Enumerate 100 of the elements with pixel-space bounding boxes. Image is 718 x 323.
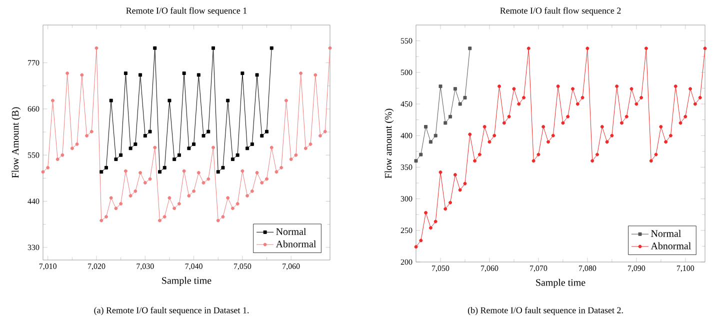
- point: [100, 170, 104, 174]
- point: [668, 134, 672, 138]
- point: [458, 102, 462, 106]
- point: [512, 87, 516, 91]
- point: [206, 177, 210, 181]
- point: [492, 134, 496, 138]
- point: [610, 134, 614, 138]
- point: [522, 96, 526, 100]
- point: [586, 46, 590, 50]
- point: [304, 146, 308, 150]
- point: [624, 114, 628, 118]
- point: [654, 152, 658, 156]
- point: [60, 153, 64, 157]
- point: [94, 46, 98, 50]
- point: [551, 134, 555, 138]
- chart-title: Remote I/O fault flow sequence 2: [500, 7, 621, 16]
- point: [66, 72, 70, 76]
- point: [458, 188, 462, 192]
- point: [148, 177, 152, 181]
- point: [138, 73, 142, 77]
- point: [428, 226, 432, 230]
- point: [148, 130, 152, 134]
- point: [114, 158, 118, 162]
- point: [109, 196, 113, 200]
- point: [212, 46, 215, 50]
- point: [75, 142, 79, 146]
- point: [438, 170, 442, 174]
- point: [580, 96, 584, 100]
- point: [289, 158, 293, 162]
- point: [644, 46, 648, 50]
- point: [630, 87, 634, 91]
- chart-title: Remote I/O fault flow sequence 1: [126, 7, 247, 16]
- point: [56, 158, 60, 162]
- point: [482, 125, 486, 128]
- point: [605, 140, 609, 144]
- point: [448, 200, 452, 204]
- point: [246, 146, 250, 150]
- point: [109, 98, 113, 102]
- point: [280, 166, 284, 170]
- point: [168, 98, 172, 102]
- point: [153, 146, 157, 150]
- point: [546, 140, 550, 144]
- point: [216, 170, 220, 174]
- legend-label: Normal: [651, 230, 681, 237]
- point: [177, 153, 181, 157]
- point: [128, 146, 132, 150]
- point: [294, 153, 298, 157]
- point: [226, 98, 230, 102]
- point: [444, 207, 448, 211]
- point: [620, 121, 624, 125]
- point: [134, 189, 138, 193]
- legend-label: Normal: [276, 228, 306, 235]
- point: [240, 169, 244, 173]
- point: [172, 158, 176, 162]
- point: [143, 181, 147, 185]
- point: [50, 98, 54, 102]
- point: [124, 169, 128, 173]
- point: [453, 87, 457, 91]
- point: [674, 84, 678, 88]
- point: [80, 73, 84, 77]
- point: [414, 159, 418, 163]
- point: [424, 210, 428, 214]
- x-axis-title: Sample time: [162, 276, 212, 286]
- point: [308, 142, 312, 146]
- point: [260, 134, 264, 138]
- point: [590, 159, 594, 163]
- point: [634, 102, 638, 106]
- point: [274, 170, 278, 174]
- point: [236, 202, 240, 206]
- point: [138, 170, 142, 174]
- point: [640, 96, 644, 100]
- point: [693, 102, 697, 106]
- point: [226, 196, 230, 200]
- point: [221, 166, 225, 170]
- point: [216, 218, 220, 222]
- point: [444, 121, 448, 125]
- point: [438, 84, 442, 88]
- point: [119, 153, 123, 157]
- point: [240, 72, 244, 76]
- point: [143, 134, 147, 138]
- point: [172, 206, 176, 210]
- point: [595, 152, 599, 156]
- point: [561, 121, 565, 125]
- point: [448, 114, 452, 118]
- point: [230, 158, 234, 162]
- point: [526, 46, 530, 50]
- point: [478, 152, 482, 156]
- point: [434, 220, 438, 224]
- point: [246, 194, 250, 198]
- point: [318, 134, 322, 138]
- point: [162, 166, 166, 170]
- y-axis-title: Flow Amount (B): [12, 107, 21, 178]
- point: [153, 46, 157, 50]
- point: [270, 146, 274, 150]
- point: [124, 72, 128, 76]
- point: [255, 73, 259, 77]
- point: [202, 181, 206, 185]
- point: [128, 194, 132, 198]
- point: [453, 173, 457, 177]
- point: [114, 206, 118, 210]
